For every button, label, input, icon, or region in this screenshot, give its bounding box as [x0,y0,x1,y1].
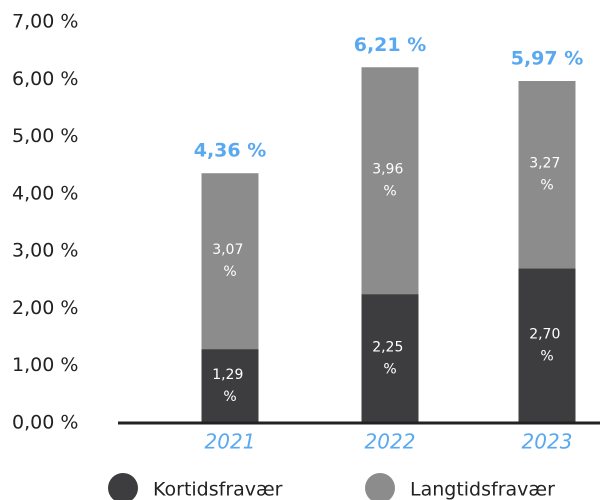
bar-segment [201,173,259,350]
value-label: 3,07 % [212,242,248,280]
bar-segment [361,294,419,423]
value-label: 2,70 % [529,327,565,365]
value-label: 1,29 % [212,367,248,405]
total-label: 6,21 % [354,34,427,56]
total-label: 5,97 % [511,48,584,70]
value-label: 3,96 % [372,162,408,200]
legend-swatch [365,473,395,500]
bar-segment [201,349,259,423]
y-tick-label: 5,00 % [12,125,78,147]
x-tick-label: 2023 [522,430,573,454]
bar-segment [518,81,576,269]
total-label: 4,36 % [194,140,267,162]
y-tick-label: 1,00 % [12,354,78,376]
y-tick-label: 3,00 % [12,240,78,262]
legend-swatch [108,473,138,500]
y-tick-label: 7,00 % [12,11,78,33]
x-tick-label: 2021 [205,430,256,454]
legend-label: Kortidsfravær [153,479,283,500]
y-tick-label: 4,00 % [12,182,78,204]
bar-segment [361,67,419,295]
legend-label: Langtidsfravær [410,479,555,500]
y-tick-label: 0,00 % [12,412,78,434]
bar-segment [518,268,576,423]
value-label: 3,27 % [529,156,565,194]
x-tick-label: 2022 [365,430,416,454]
y-tick-label: 2,00 % [12,297,78,319]
value-label: 2,25 % [372,340,408,378]
y-tick-label: 6,00 % [12,68,78,90]
